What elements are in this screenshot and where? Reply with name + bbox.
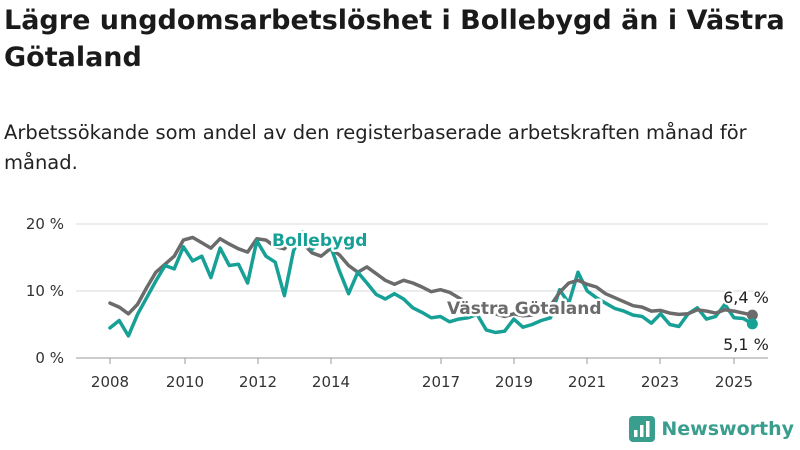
- newsworthy-logo-icon: [629, 416, 656, 442]
- x-tick-label: 2019: [495, 373, 533, 391]
- x-axis-ticks: 2008 2010 2012 2014 2017 2019 2021 2023 2025: [91, 358, 753, 391]
- y-tick-label: 0 %: [35, 349, 64, 367]
- x-tick-label: 2010: [166, 373, 204, 391]
- end-marker-bollebygd: [746, 318, 758, 330]
- gridlines: [76, 223, 768, 359]
- end-marker-vastra-gotaland: [746, 309, 758, 321]
- chart-title: Lägre ungdomsarbetslöshet i Bollebygd än…: [4, 5, 785, 73]
- x-tick-label: 2012: [239, 373, 277, 391]
- end-label-bollebygd: 5,1 %: [723, 335, 769, 354]
- x-tick-label: 2008: [91, 373, 129, 391]
- x-tick-label: 2014: [312, 373, 350, 391]
- x-tick-label: 2023: [641, 373, 679, 391]
- series-label-vastra-gotaland: Västra Götaland: [447, 299, 602, 319]
- y-tick-label: 20 %: [26, 215, 64, 233]
- series-labels: Bollebygd Västra Götaland 6,4 % 5,1 %: [270, 229, 771, 356]
- chart-subtitle: Arbetssökande som andel av den registerb…: [4, 121, 747, 174]
- y-axis-ticks: 0 % 10 % 20 %: [26, 215, 64, 367]
- series-line-vastra-gotaland: [108, 235, 470, 316]
- x-tick-label: 2017: [422, 373, 460, 391]
- x-tick-label: 2021: [568, 373, 606, 391]
- end-label-vastra-gotaland: 6,4 %: [723, 288, 769, 307]
- brand-name: Newsworthy: [661, 418, 794, 440]
- x-tick-label: 2025: [715, 373, 753, 391]
- series-label-bollebygd: Bollebygd: [272, 231, 367, 251]
- series-line-bollebygd: [108, 230, 755, 338]
- y-tick-label: 10 %: [26, 282, 64, 300]
- series-line-vastra-gotaland: [475, 278, 755, 319]
- series-lines: [108, 230, 755, 338]
- brand: Newsworthy: [629, 414, 794, 444]
